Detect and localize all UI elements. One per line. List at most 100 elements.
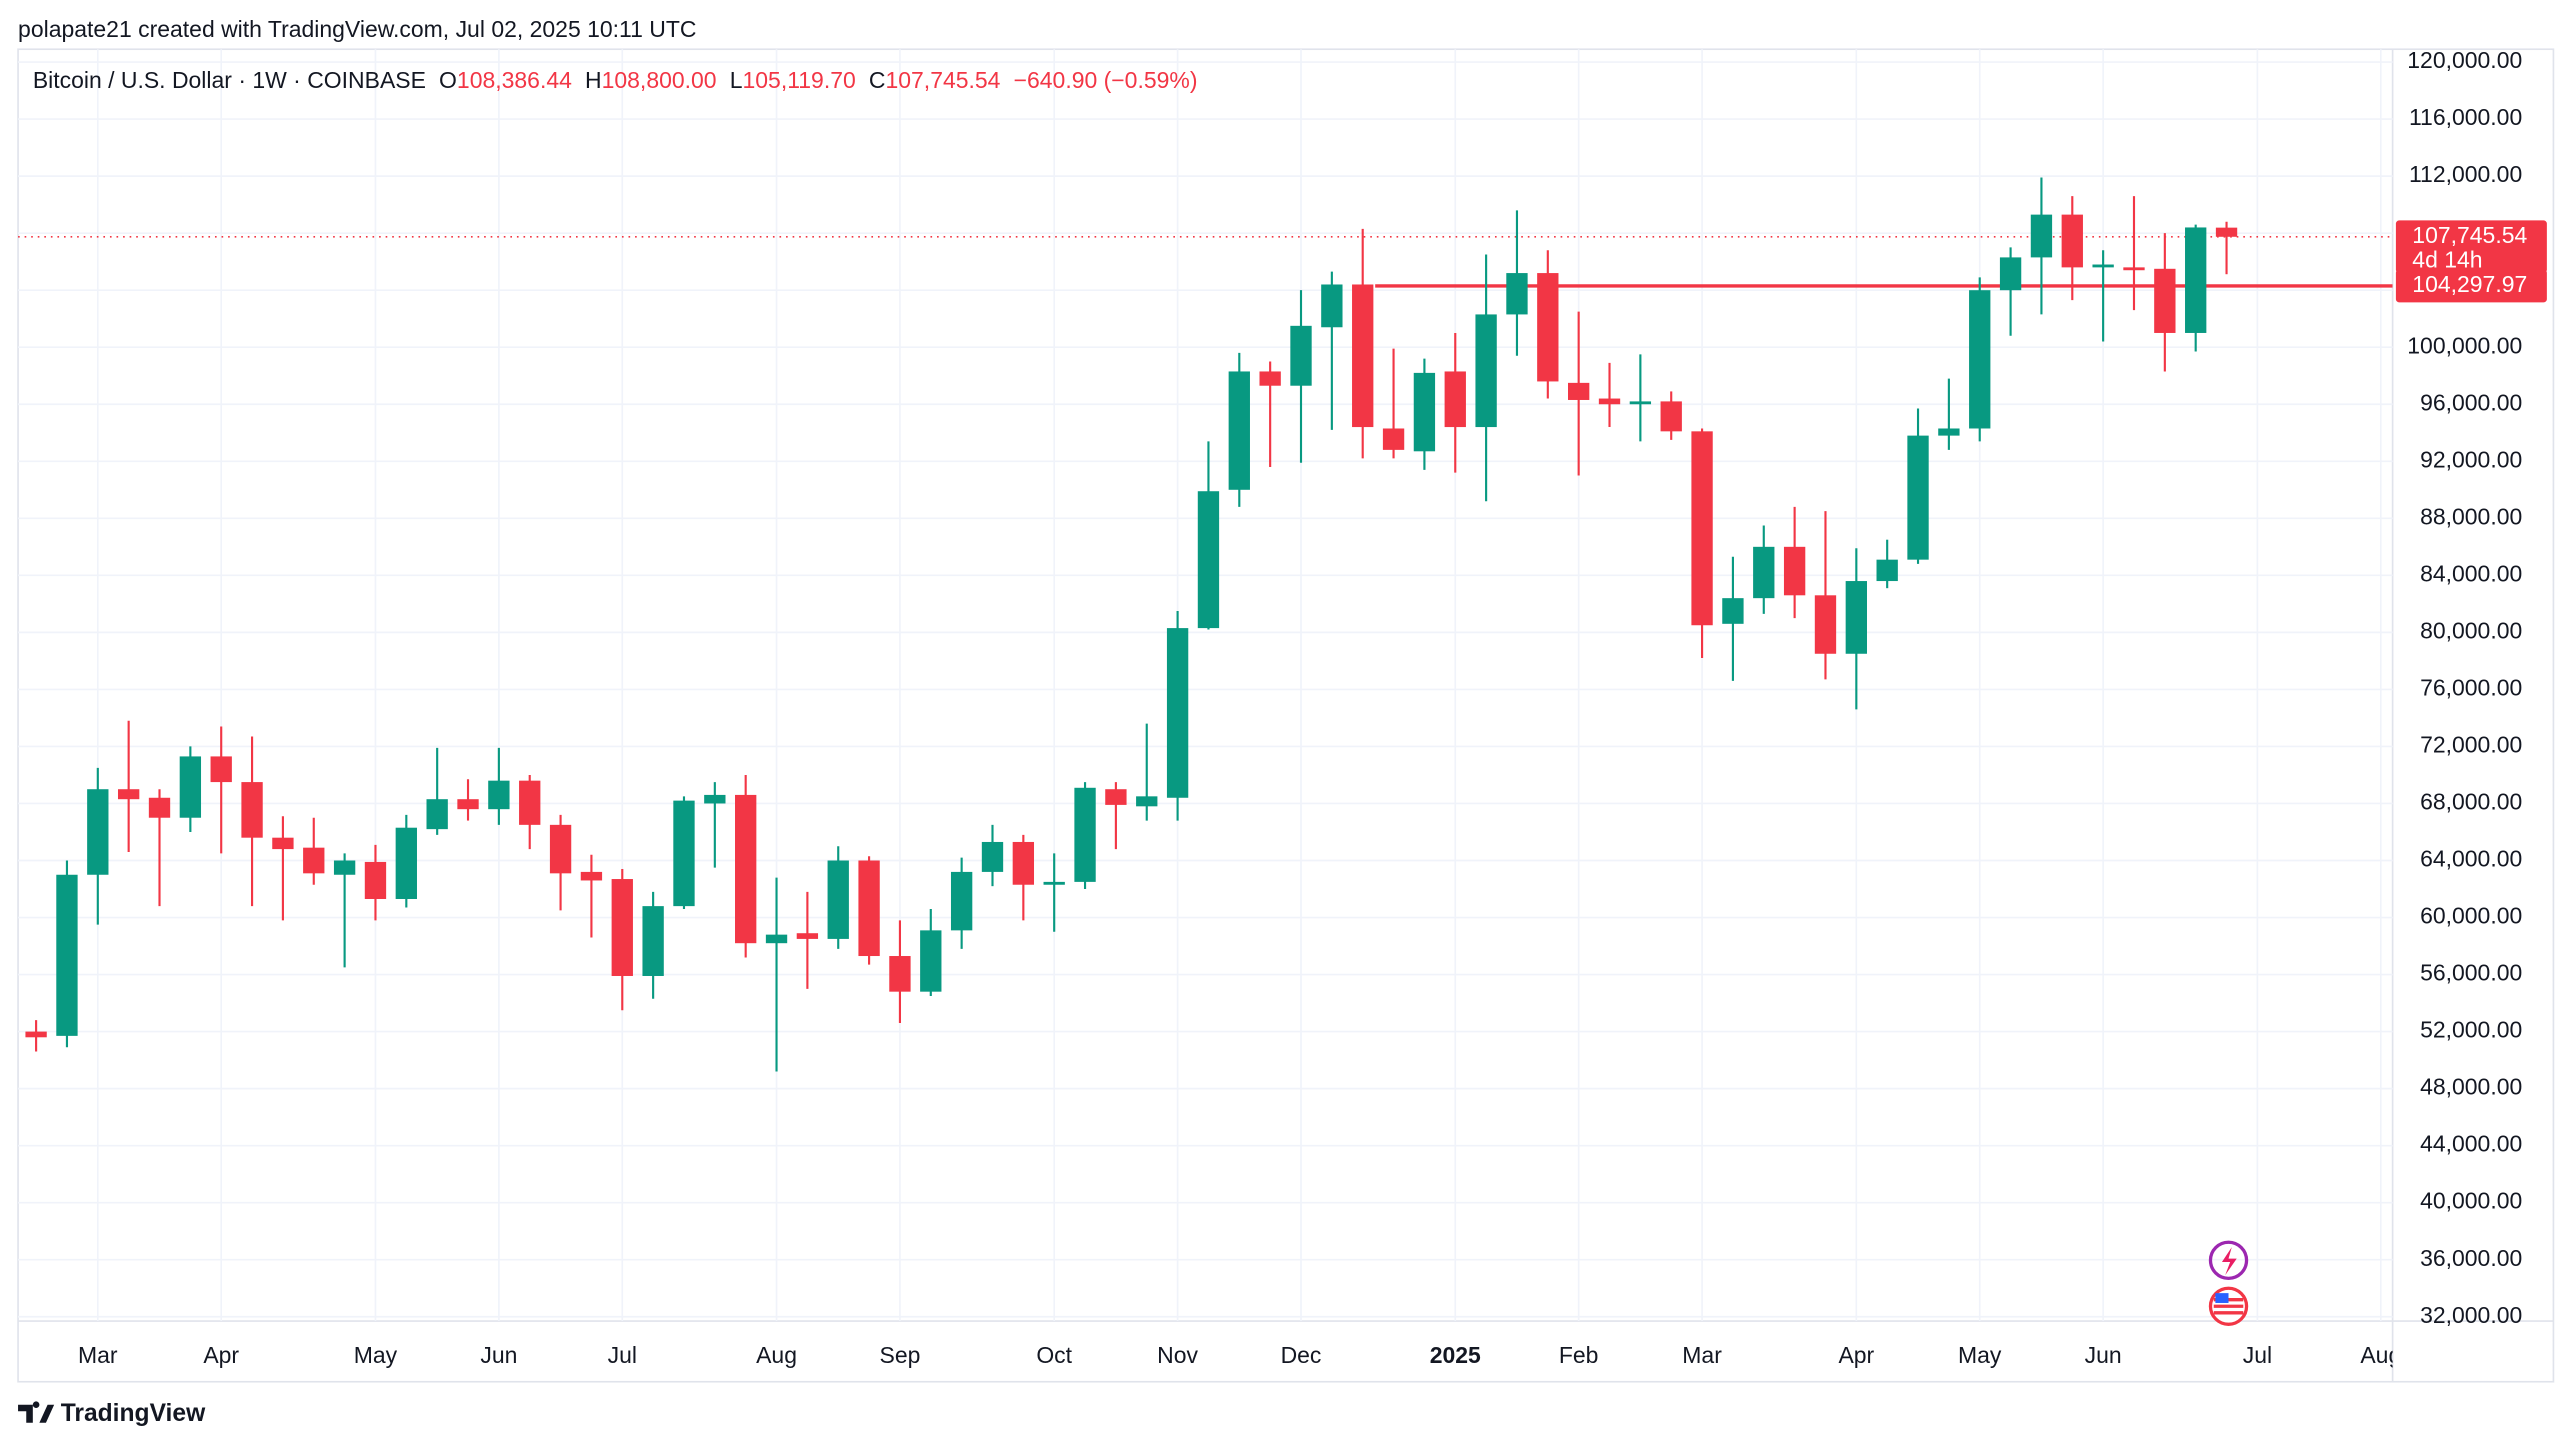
candle-body	[1228, 371, 1250, 490]
candle-body	[1783, 546, 1806, 596]
candle-body	[1105, 789, 1127, 805]
candle-body	[426, 799, 448, 830]
brand-logo	[18, 1401, 55, 1423]
candle-body	[1043, 881, 1065, 885]
candle-body	[1999, 257, 2022, 291]
alert-icon	[2208, 1240, 2249, 1280]
candle-body	[642, 906, 664, 976]
candle-body	[2092, 264, 2114, 268]
candle-body	[1444, 371, 1466, 428]
candle-body	[704, 794, 726, 804]
y-tick-label: 112,000.00	[2409, 161, 2522, 187]
ohlc-label: C	[869, 67, 886, 93]
x-tick-label: Jun	[2085, 1342, 2122, 1368]
candle-body	[889, 956, 911, 992]
alert-icon-bolt	[2221, 1247, 2237, 1276]
candle-body	[272, 837, 294, 850]
candle-body	[1074, 787, 1096, 882]
candle-body	[303, 847, 325, 874]
candle-body	[1382, 428, 1405, 450]
x-tick-label: Aug	[756, 1342, 797, 1368]
candle-body	[56, 874, 78, 1036]
x-tick-label: Aug	[2360, 1342, 2401, 1368]
candle-body	[1938, 428, 1960, 436]
ohlc-value: 105,119.70	[743, 67, 856, 93]
candle-body	[25, 1031, 47, 1038]
candle-body	[611, 879, 633, 976]
candle-body	[1012, 841, 1035, 885]
x-tick-label: Nov	[1157, 1342, 1198, 1368]
ohlc-label: L	[730, 67, 743, 93]
y-tick-label: 56,000.00	[2420, 960, 2522, 986]
y-tick-label: 60,000.00	[2420, 903, 2522, 929]
y-tick-label: 120,000.00	[2407, 47, 2522, 73]
candle-body	[549, 824, 572, 874]
chart-frame	[17, 48, 2555, 1383]
ohlc-label: O	[439, 67, 457, 93]
candle-body	[1352, 284, 1374, 428]
x-tick-label: May	[1958, 1342, 2002, 1368]
candle-body	[1568, 382, 1590, 400]
x-tick-label: Feb	[1559, 1342, 1599, 1368]
candle-body	[210, 756, 232, 783]
y-tick-label: 100,000.00	[2407, 332, 2522, 358]
candle-body	[1907, 435, 1929, 560]
x-tick-label: Apr	[203, 1342, 239, 1368]
y-tick-label: 88,000.00	[2420, 503, 2522, 529]
candle-body	[241, 782, 263, 838]
plot	[18, 177, 2393, 1072]
attribution: polapate21 created with TradingView.com,…	[18, 16, 696, 42]
candle-body	[2154, 268, 2176, 333]
current-price-label: 107,745.54	[2412, 222, 2527, 248]
candle-body	[1413, 372, 1436, 452]
candle-body	[179, 756, 202, 818]
candle-body	[673, 800, 695, 907]
candle-body	[1722, 598, 1744, 624]
candle-body	[796, 933, 819, 939]
candle-body	[1691, 431, 1713, 626]
candle-body	[457, 799, 479, 810]
x-tick-label: Jun	[480, 1342, 517, 1368]
ohlc-value: 107,745.54	[885, 67, 1000, 93]
candle-body	[981, 841, 1004, 872]
candle-body	[395, 827, 417, 899]
y-tick-label: 52,000.00	[2420, 1017, 2522, 1043]
line-price-label: 104,297.97	[2412, 271, 2527, 297]
x-tick-label: Mar	[1682, 1342, 1722, 1368]
line-price-box	[2395, 269, 2547, 303]
candle-body	[1660, 401, 1682, 432]
candle-body	[1475, 314, 1497, 428]
candle-body	[488, 780, 510, 810]
y-tick-label: 92,000.00	[2420, 446, 2522, 472]
y-tick-label: 36,000.00	[2420, 1245, 2522, 1271]
y-tick-label: 84,000.00	[2420, 560, 2522, 586]
candle-body	[1969, 290, 1991, 429]
y-tick-label: 72,000.00	[2420, 731, 2522, 757]
candle-body	[1321, 284, 1343, 328]
candle-body	[333, 860, 356, 875]
x-tick-label: Mar	[78, 1342, 118, 1368]
x-tick-label: May	[354, 1342, 398, 1368]
candle-body	[735, 794, 757, 944]
x-tick-label: Jul	[2243, 1342, 2272, 1368]
x-tick-label: Sep	[880, 1342, 921, 1368]
candle-body	[1506, 273, 1528, 315]
candle-body	[827, 860, 849, 939]
x-tick-label: Dec	[1281, 1342, 1322, 1368]
candle-body	[1259, 371, 1281, 386]
candle-body	[950, 871, 973, 931]
grid	[18, 49, 2393, 1322]
x-tick-label: 2025	[1430, 1342, 1481, 1368]
candle-body	[1290, 325, 1312, 386]
countdown-label: 4d 14h	[2412, 246, 2482, 272]
candle-body	[1136, 796, 1158, 807]
y-tick-label: 44,000.00	[2420, 1131, 2522, 1157]
candle-body	[1814, 595, 1837, 654]
change: −640.90 (−0.59%)	[1014, 67, 1198, 93]
y-tick-label: 116,000.00	[2409, 104, 2522, 130]
y-tick-label: 76,000.00	[2420, 674, 2522, 700]
symbol: Bitcoin / U.S. Dollar · 1W · COINBASE	[33, 67, 426, 93]
candle-body	[2123, 267, 2145, 271]
candle-body	[364, 861, 387, 899]
